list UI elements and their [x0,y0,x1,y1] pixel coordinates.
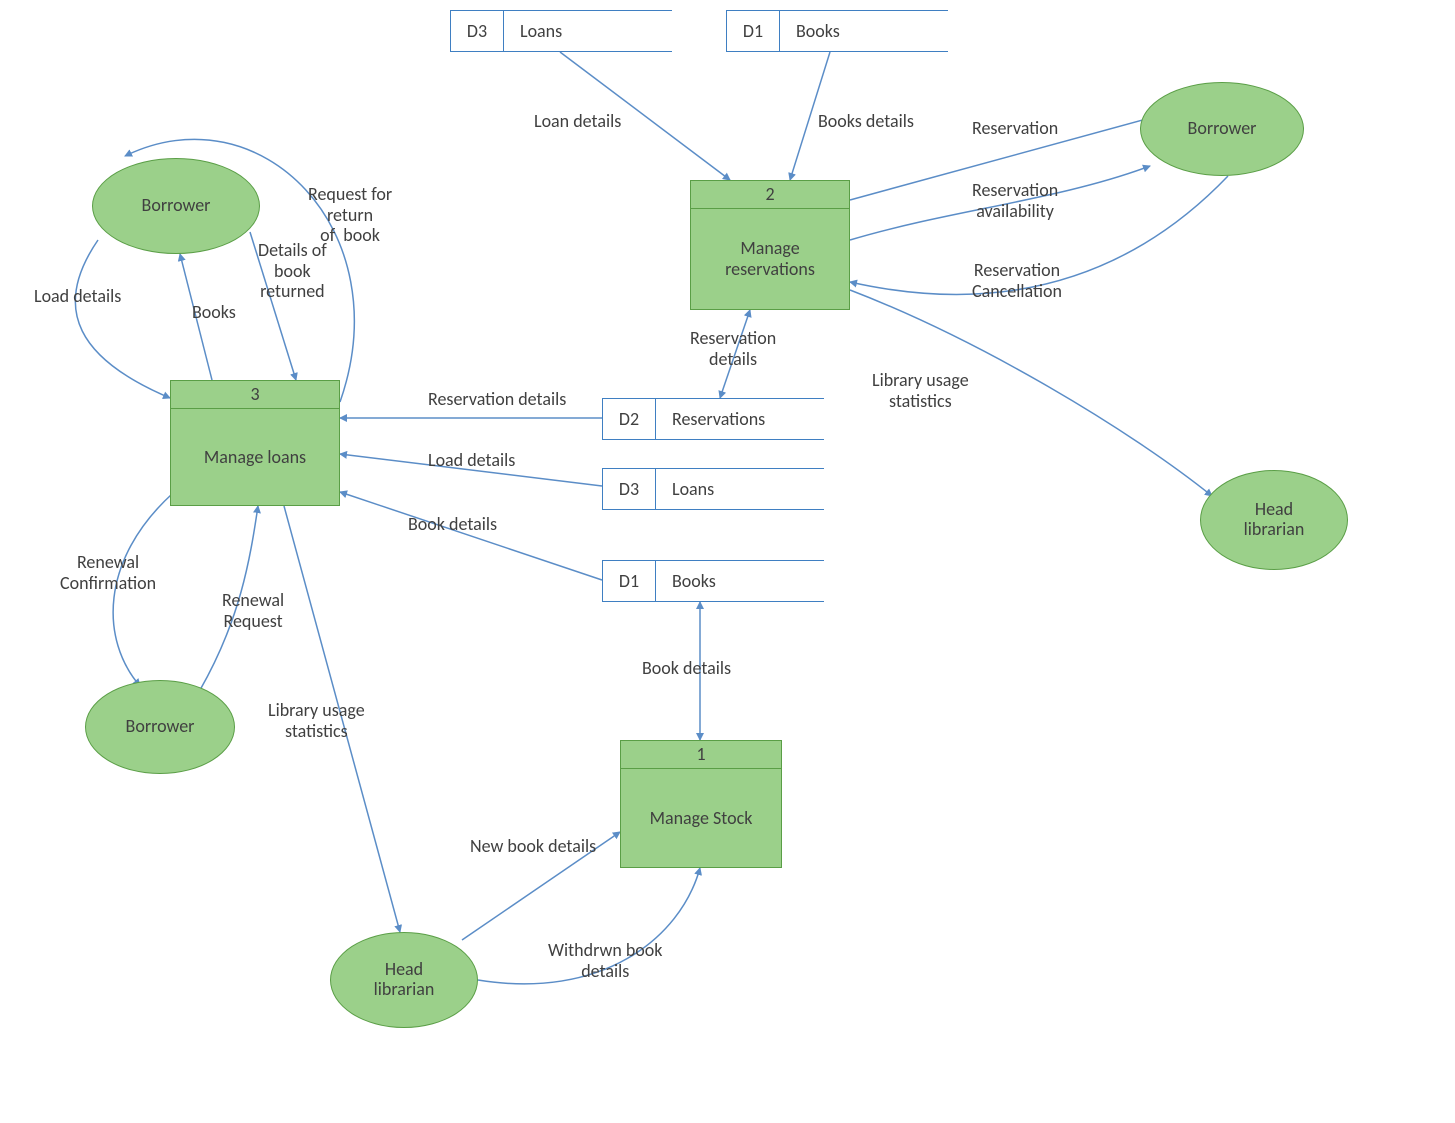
flow-label-lbl-withdrawn: Withdrwn book details [548,940,662,981]
flow-label-lbl-res-avail: Reservation availability [972,180,1058,221]
process-number: 1 [621,741,781,769]
flow-label-lbl-lib-stats-l: Library usage statistics [268,700,365,741]
entity-head-lib-bottom: Head librarian [330,932,478,1028]
flow-label-lbl-res-details2: Reservation details [428,389,566,410]
flow-label-lbl-renew-conf: Renewal Confirmation [60,552,156,593]
process-name: Manage Stock [621,769,781,867]
datastore-name: Loans [656,469,824,509]
datastore-code: D2 [603,399,656,439]
datastore-name: Reservations [656,399,824,439]
flow-label-lbl-loan-details: Loan details [534,111,621,132]
entity-head-lib-right: Head librarian [1200,470,1348,570]
datastore-name: Books [656,561,824,601]
flow-label-lbl-load-details-mid: Load details [428,450,515,471]
process-proc-1: 1Manage Stock [620,740,782,868]
entity-borrower-right: Borrower [1140,82,1304,176]
flow-label-lbl-req-return: Request for return of book [308,184,392,246]
flow-label-lbl-reservation: Reservation [972,118,1058,139]
flow-label-lbl-new-book: New book details [470,836,596,857]
datastore-ds-d3-top: D3Loans [450,10,672,52]
entity-borrower-bottom: Borrower [85,680,235,774]
datastore-code: D3 [603,469,656,509]
flow-label-lbl-res-details: Reservation details [690,328,776,369]
datastore-ds-d2: D2Reservations [602,398,824,440]
process-number: 2 [691,181,849,209]
flow-label-lbl-book-details: Book details [408,514,497,535]
process-number: 3 [171,381,339,409]
process-proc-2: 2Manage reservations [690,180,850,310]
flow-label-lbl-book-details2: Book details [642,658,731,679]
flow-label-lbl-res-cancel: Reservation Cancellation [972,260,1062,301]
flow-e-d1mid-p3 [340,492,602,580]
process-proc-3: 3Manage loans [170,380,340,506]
datastore-code: D1 [727,11,780,51]
datastore-ds-d3-mid: D3Loans [602,468,824,510]
process-name: Manage loans [171,409,339,505]
entity-label: Head librarian [374,960,435,1000]
datastore-ds-d1-mid: D1Books [602,560,824,602]
entity-label: Head librarian [1244,500,1305,540]
entity-label: Borrower [1188,119,1257,139]
flow-label-lbl-det-book-ret: Details of book returned [258,240,327,302]
dfd-canvas: Borrower Borrower Borrower Head librarian He… [0,0,1455,1123]
flow-label-lbl-lib-stats-r: Library usage statistics [872,370,969,411]
datastore-code: D1 [603,561,656,601]
flow-label-lbl-load-details-top: Load details [34,286,121,307]
flow-label-lbl-renew-req: Renewal Request [222,590,284,631]
datastore-ds-d1-top: D1Books [726,10,948,52]
flow-label-lbl-books-details: Books details [818,111,914,132]
entity-label: Borrower [126,717,195,737]
datastore-name: Books [780,11,948,51]
flow-label-lbl-books: Books [192,302,236,323]
datastore-code: D3 [451,11,504,51]
datastore-name: Loans [504,11,672,51]
entity-label: Borrower [142,196,211,216]
process-name: Manage reservations [691,209,849,309]
flow-e-bT-p3a [75,240,170,398]
entity-borrower-top: Borrower [92,158,260,254]
